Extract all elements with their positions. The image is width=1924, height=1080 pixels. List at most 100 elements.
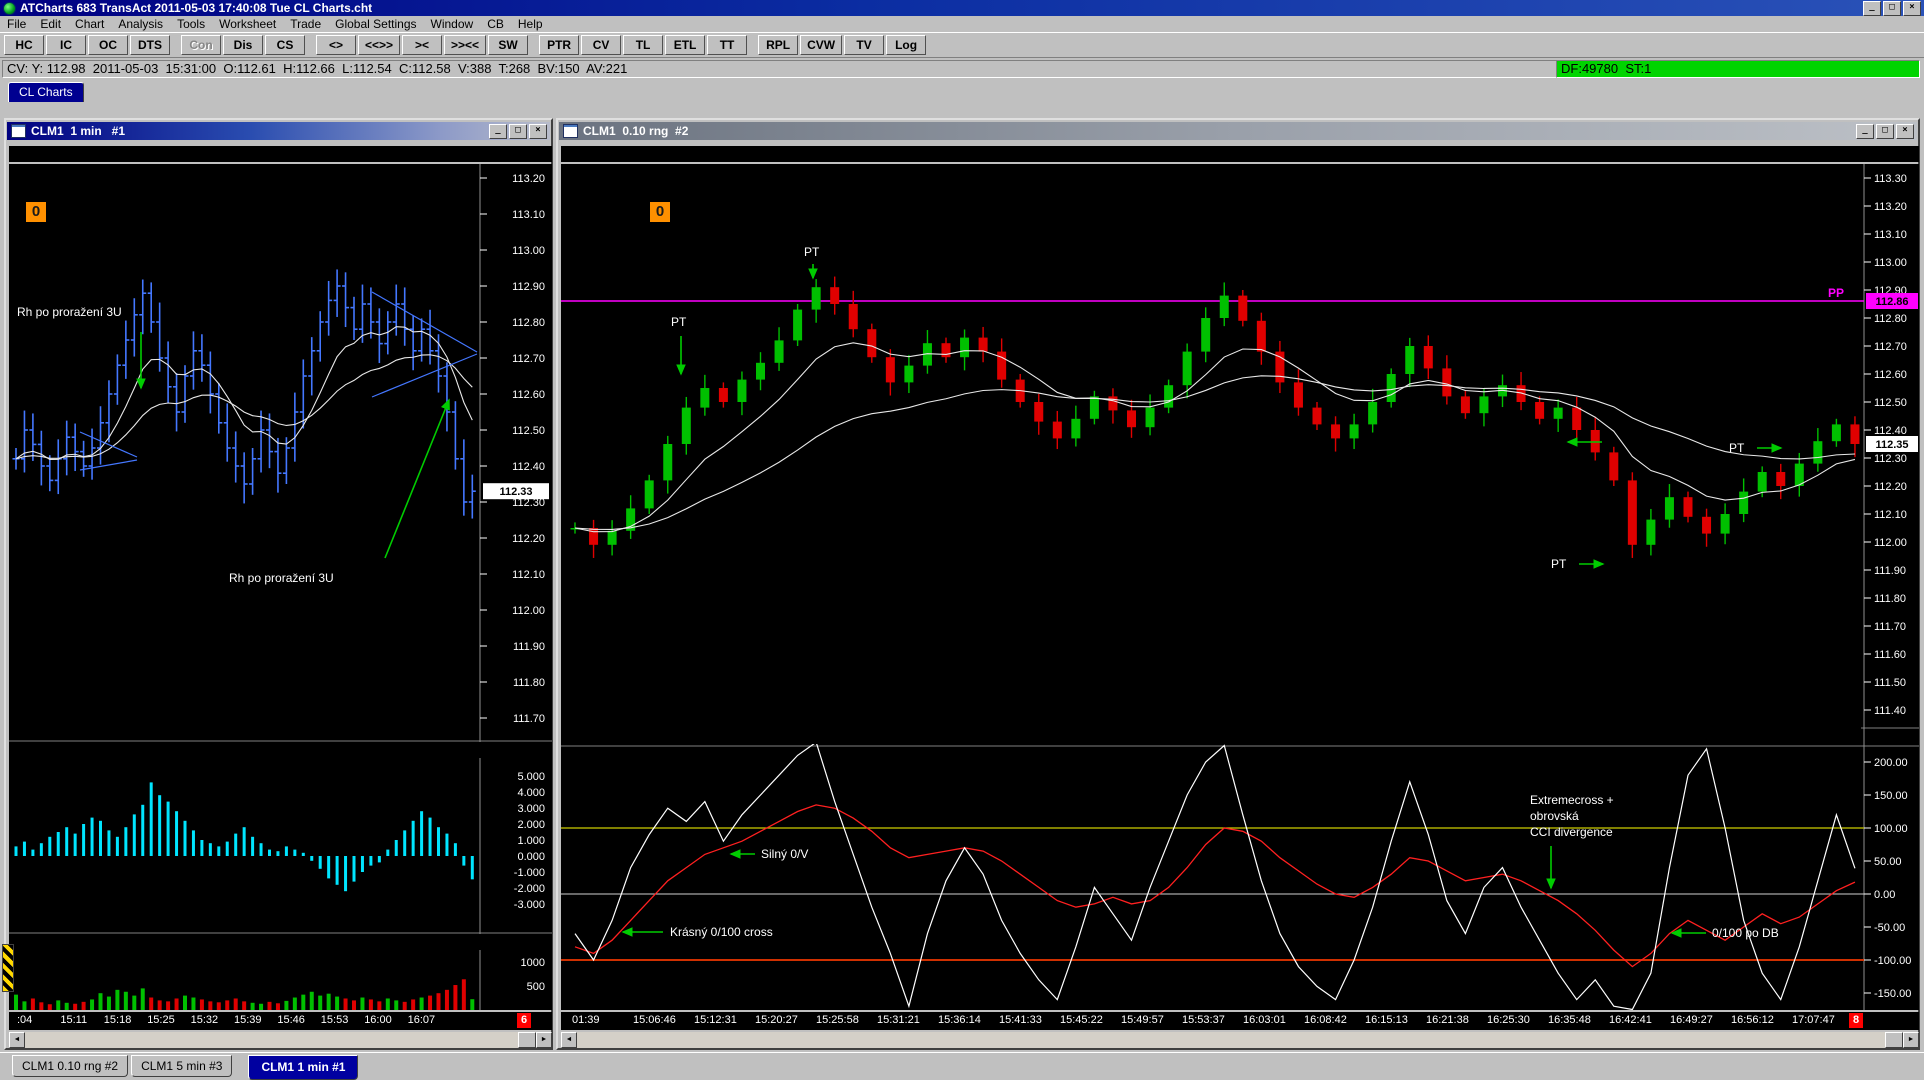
toolbar-button-rpl[interactable]: RPL (758, 35, 799, 55)
toolbar-button-[interactable]: >><< (444, 35, 487, 55)
toolbar-button-tl[interactable]: TL (623, 35, 664, 55)
cci-label-row: Commodity Channel Index: CCI: 17.71 Line… (561, 726, 1861, 744)
horizontal-scrollbar[interactable]: ◄ ► (561, 1032, 1919, 1048)
toolbar-button-oc[interactable]: OC (88, 35, 128, 55)
window-titlebar[interactable]: CLM1 0.10 rng #2 _ □ × (559, 122, 1917, 140)
svg-text:112.00: 112.00 (1874, 537, 1907, 549)
horizontal-scrollbar[interactable]: ◄ ► (9, 1032, 552, 1048)
chart-tab-1[interactable]: CLM1 0.10 rng #2 (12, 1055, 129, 1077)
hazard-marker (2, 944, 14, 992)
status-bar: CV: Y: 112.98 2011-05-03 15:31:00 O:112.… (0, 58, 1924, 80)
toolbar-button-tt[interactable]: TT (707, 35, 748, 55)
svg-text:112.00: 112.00 (512, 605, 545, 617)
app-icon (3, 1, 16, 15)
toolbar-button-cv[interactable]: CV (581, 35, 622, 55)
app-maximize-icon[interactable]: □ (1883, 0, 1901, 16)
svg-text:113.20: 113.20 (1874, 201, 1907, 213)
price-chart-1min[interactable]: 113.20 113.10 113.00 112.90 112.80 112.70 112.… (9, 164, 552, 1010)
menu-item-trade[interactable]: Trade (290, 17, 322, 31)
chart-tab-bar: CLM1 0.10 rng #2 CLM1 5 min #3 CLM1 1 min … (0, 1052, 1924, 1080)
svg-text:112.30: 112.30 (1874, 453, 1907, 465)
time-label: 16:35:48 (1548, 1014, 1591, 1026)
minimize-icon[interactable]: _ (489, 123, 507, 139)
scrollbar-thumb[interactable] (518, 1032, 536, 1048)
menu-item-worksheet[interactable]: Worksheet (219, 17, 277, 31)
chart-tab-3[interactable]: CLM1 1 min #1 (248, 1055, 359, 1080)
menu-item-file[interactable]: File (7, 17, 27, 31)
svg-text:112.86: 112.86 (1875, 296, 1908, 308)
scroll-left-icon[interactable]: ◄ (9, 1032, 25, 1048)
time-label: 15:46 (277, 1014, 305, 1026)
toolbar-button-ptr[interactable]: PTR (539, 35, 580, 55)
menu-item-window[interactable]: Window (430, 17, 474, 31)
toolbar-button-cs[interactable]: CS (265, 35, 305, 55)
menu-item-chart[interactable]: Chart (75, 17, 105, 31)
price-chart-010rng[interactable]: PP113.30113.20113.10113.00112.90112.8011… (561, 164, 1919, 1010)
toolbar-button-dts[interactable]: DTS (130, 35, 170, 55)
svg-text:-100.00: -100.00 (1874, 955, 1911, 967)
scroll-right-icon[interactable]: ► (536, 1032, 552, 1048)
toolbar-group-0: HC IC OC DTS (4, 35, 172, 55)
svg-text:500: 500 (527, 981, 545, 993)
svg-text:PP: PP (1828, 286, 1844, 300)
menu-item-global-settings[interactable]: Global Settings (335, 17, 417, 31)
time-label: 15:25 (147, 1014, 175, 1026)
svg-text:113.30: 113.30 (1874, 173, 1907, 185)
minimize-icon[interactable]: _ (1856, 123, 1874, 139)
toolbar-button-ic[interactable]: IC (46, 35, 86, 55)
svg-text:111.90: 111.90 (513, 641, 545, 653)
time-label: 15:53:37 (1182, 1014, 1225, 1026)
toolbar-button-[interactable]: <<>> (358, 35, 401, 55)
time-label: 15:31:21 (877, 1014, 920, 1026)
maximize-icon[interactable]: □ (509, 123, 527, 139)
menu-item-cb[interactable]: CB (487, 17, 504, 31)
svg-text:111.60: 111.60 (1874, 649, 1906, 661)
toolbar-button-dis[interactable]: Dis (223, 35, 263, 55)
menu-item-help[interactable]: Help (517, 17, 543, 31)
window-buttons: _ □ × (1856, 123, 1917, 139)
scroll-right-icon[interactable]: ► (1903, 1032, 1919, 1048)
scroll-left-icon[interactable]: ◄ (561, 1032, 577, 1048)
app-close-icon[interactable]: × (1903, 0, 1921, 16)
toolbar-group-3: PTR CV TL ETL TT (539, 35, 749, 55)
toolbar-button-log[interactable]: Log (886, 35, 927, 55)
toolbar-button-[interactable]: <> (316, 35, 356, 55)
scrollbar-thumb[interactable] (1885, 1032, 1903, 1048)
svg-text:112.60: 112.60 (512, 389, 545, 401)
menu-item-edit[interactable]: Edit (40, 17, 62, 31)
svg-text:obrovská: obrovská (1530, 809, 1579, 823)
toolbar-button-tv[interactable]: TV (844, 35, 885, 55)
svg-text:Silný 0/V: Silný 0/V (761, 847, 808, 861)
time-label: 15:25:58 (816, 1014, 859, 1026)
menu-item-analysis[interactable]: Analysis (118, 17, 164, 31)
svg-text:5.000: 5.000 (517, 771, 545, 783)
svg-text:1.000: 1.000 (517, 835, 545, 847)
time-label: 17:07:47 (1792, 1014, 1835, 1026)
close-icon[interactable]: × (529, 123, 547, 139)
maximize-icon[interactable]: □ (1876, 123, 1894, 139)
toolbar-button-sw[interactable]: SW (488, 35, 529, 55)
toolbar-button-hc[interactable]: HC (4, 35, 44, 55)
toolbar-group-1: Con Dis CS (181, 35, 307, 55)
close-icon[interactable]: × (1896, 123, 1914, 139)
svg-text:1000: 1000 (521, 957, 545, 969)
toolbar-button-cvw[interactable]: CVW (800, 35, 843, 55)
app-minimize-icon[interactable]: _ (1863, 0, 1881, 16)
worksheet-tab-cl-charts[interactable]: CL Charts (8, 82, 84, 102)
chart-window-010rng: CLM1 0.10 rng #2 _ □ × Trade:1@112.36 CL… (556, 118, 1920, 1050)
svg-text:111.70: 111.70 (513, 713, 545, 725)
time-label: 16:42:41 (1609, 1014, 1652, 1026)
svg-text:CCI divergence: CCI divergence (1530, 825, 1613, 839)
time-label: 16:00 (364, 1014, 392, 1026)
datafeed-status-field: DF:49780 ST:1 (1556, 60, 1920, 78)
toolbar-button-etl[interactable]: ETL (665, 35, 706, 55)
toolbar-button-[interactable]: >< (402, 35, 443, 55)
time-label: 15:36:14 (938, 1014, 981, 1026)
svg-text:112.70: 112.70 (512, 353, 545, 365)
menu-item-tools[interactable]: Tools (177, 17, 206, 31)
chart-window-1min: CLM1 1 min #1 _ □ × Trade:1@113.17 CLM1 … (4, 118, 553, 1050)
svg-text:111.70: 111.70 (1874, 621, 1906, 633)
chart-tab-2[interactable]: CLM1 5 min #3 (131, 1055, 233, 1077)
chart-info-row: Trade:1@112.36 CLM1 0.10 rng #2 C:112.35… (561, 146, 1919, 162)
window-titlebar[interactable]: CLM1 1 min #1 _ □ × (7, 122, 550, 140)
